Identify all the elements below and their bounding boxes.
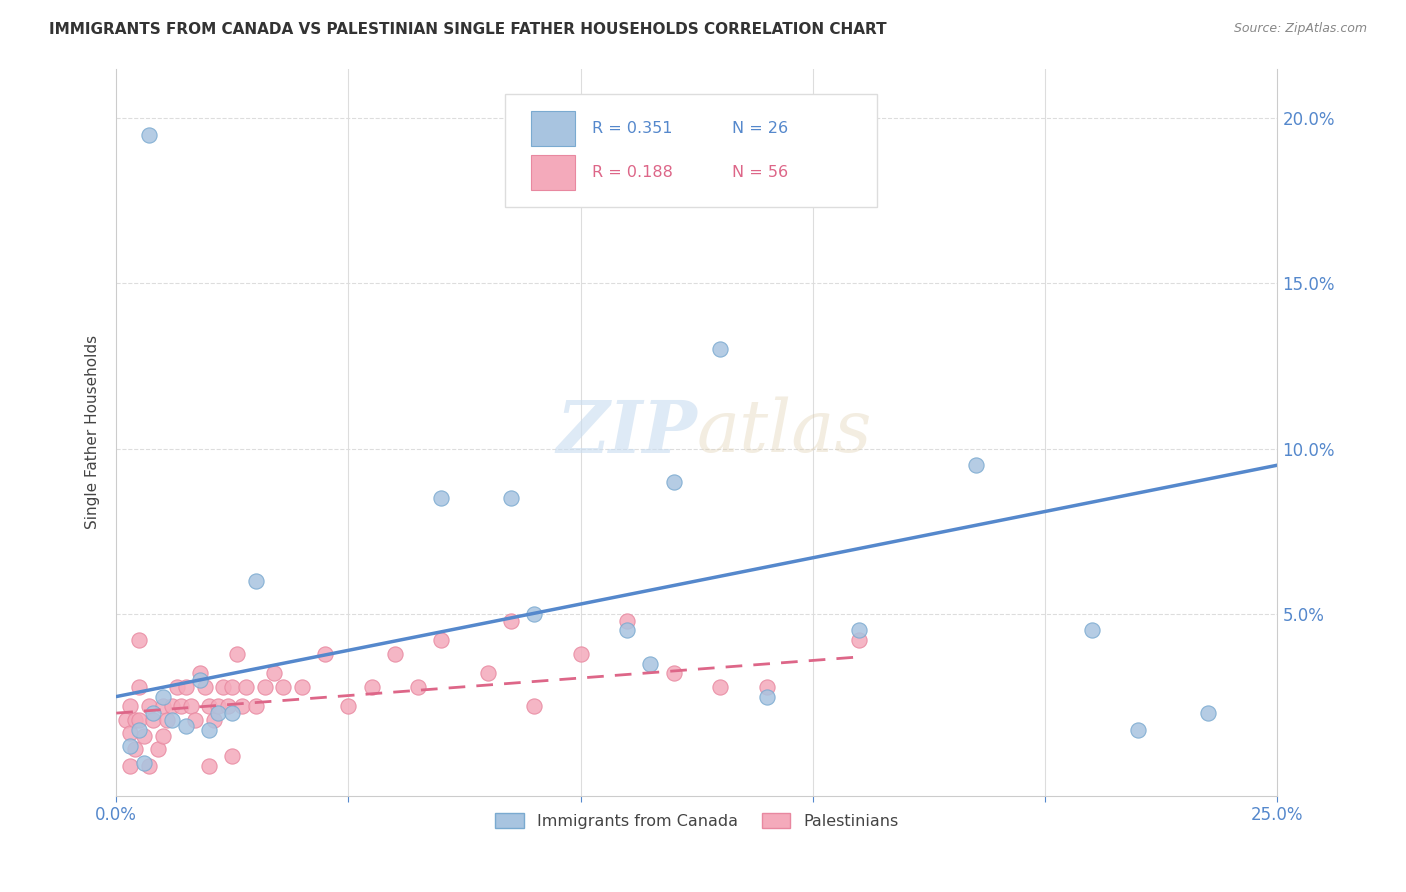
- Point: [138, 128, 160, 142]
- Point: [138, 759, 160, 773]
- Point: [226, 647, 249, 661]
- Point: [263, 666, 285, 681]
- Point: [221, 706, 243, 720]
- Point: [128, 633, 150, 648]
- Point: [156, 713, 179, 727]
- Point: [640, 657, 662, 671]
- Point: [523, 607, 546, 621]
- Point: [120, 739, 142, 754]
- Point: [965, 458, 987, 473]
- Point: [207, 706, 229, 720]
- Point: [314, 647, 336, 661]
- Point: [523, 699, 546, 714]
- Point: [848, 633, 870, 648]
- Point: [198, 699, 221, 714]
- Point: [152, 729, 174, 743]
- Point: [124, 742, 146, 756]
- Point: [134, 729, 156, 743]
- Point: [128, 723, 150, 737]
- Point: [221, 749, 243, 764]
- Point: [174, 680, 197, 694]
- Point: [569, 647, 592, 661]
- Point: [188, 666, 211, 681]
- Point: [212, 680, 235, 694]
- Point: [142, 713, 165, 727]
- Point: [152, 699, 174, 714]
- Point: [384, 647, 406, 661]
- Point: [499, 614, 522, 628]
- FancyBboxPatch shape: [505, 94, 877, 207]
- Y-axis label: Single Father Households: Single Father Households: [86, 335, 100, 529]
- Point: [128, 713, 150, 727]
- Point: [709, 680, 731, 694]
- Text: N = 56: N = 56: [731, 165, 787, 180]
- Point: [1197, 706, 1219, 720]
- Legend: Immigrants from Canada, Palestinians: Immigrants from Canada, Palestinians: [489, 806, 905, 835]
- Point: [170, 699, 193, 714]
- Text: ZIP: ZIP: [555, 397, 697, 467]
- Point: [291, 680, 314, 694]
- Point: [337, 699, 360, 714]
- Point: [188, 673, 211, 687]
- Point: [245, 574, 267, 588]
- Point: [273, 680, 295, 694]
- Point: [198, 759, 221, 773]
- Point: [120, 699, 142, 714]
- Text: IMMIGRANTS FROM CANADA VS PALESTINIAN SINGLE FATHER HOUSEHOLDS CORRELATION CHART: IMMIGRANTS FROM CANADA VS PALESTINIAN SI…: [49, 22, 887, 37]
- Point: [124, 713, 146, 727]
- Point: [146, 742, 169, 756]
- Point: [160, 699, 183, 714]
- Point: [616, 614, 638, 628]
- Point: [1126, 723, 1149, 737]
- Point: [217, 699, 239, 714]
- FancyBboxPatch shape: [531, 112, 575, 146]
- Point: [406, 680, 429, 694]
- Point: [430, 633, 453, 648]
- Point: [193, 680, 215, 694]
- Point: [360, 680, 382, 694]
- Point: [235, 680, 257, 694]
- Point: [231, 699, 253, 714]
- Point: [152, 690, 174, 704]
- Text: Source: ZipAtlas.com: Source: ZipAtlas.com: [1233, 22, 1367, 36]
- Point: [709, 343, 731, 357]
- Point: [128, 680, 150, 694]
- Point: [221, 680, 243, 694]
- Point: [184, 713, 207, 727]
- Text: atlas: atlas: [697, 397, 872, 467]
- Point: [1080, 624, 1102, 638]
- Point: [616, 624, 638, 638]
- Point: [180, 699, 202, 714]
- Point: [430, 491, 453, 506]
- Text: R = 0.351: R = 0.351: [592, 121, 673, 136]
- Point: [114, 713, 136, 727]
- Point: [202, 713, 225, 727]
- Point: [245, 699, 267, 714]
- Point: [166, 680, 188, 694]
- Point: [120, 726, 142, 740]
- Point: [662, 666, 685, 681]
- Point: [477, 666, 499, 681]
- Point: [755, 690, 778, 704]
- Point: [755, 680, 778, 694]
- Point: [662, 475, 685, 489]
- Point: [174, 719, 197, 733]
- Point: [138, 699, 160, 714]
- Text: N = 26: N = 26: [731, 121, 787, 136]
- Point: [499, 491, 522, 506]
- Point: [134, 756, 156, 770]
- Point: [207, 699, 229, 714]
- Point: [253, 680, 276, 694]
- Text: R = 0.188: R = 0.188: [592, 165, 673, 180]
- FancyBboxPatch shape: [531, 155, 575, 190]
- Point: [848, 624, 870, 638]
- Point: [160, 713, 183, 727]
- Point: [120, 759, 142, 773]
- Point: [142, 706, 165, 720]
- Point: [198, 723, 221, 737]
